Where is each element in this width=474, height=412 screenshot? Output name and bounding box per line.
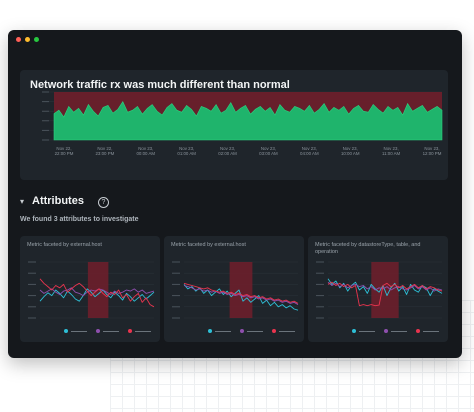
legend-dot-icon: [384, 329, 388, 333]
traffic-area-series: [53, 100, 443, 141]
x-tick-label: Nov 23, 02:00 AM: [218, 146, 237, 156]
app-window: Nov 22, 22:00 PM Nov 22, 23:00 PM Nov 23, 00:…: [8, 30, 462, 358]
series-line: [183, 282, 299, 304]
legend-label-placeholder: [359, 330, 375, 332]
legend-item[interactable]: [384, 328, 414, 336]
legend-label-placeholder: [247, 330, 263, 332]
minimize-dot-icon[interactable]: [25, 37, 30, 42]
legend-label-placeholder: [391, 330, 407, 332]
legend-label-placeholder: [279, 330, 295, 332]
series-line: [39, 288, 155, 302]
panel-title: Network traffic rx was much different th…: [30, 79, 290, 91]
legend-dot-icon: [128, 329, 132, 333]
attributes-subtitle: We found 3 attributes to investigate: [20, 216, 139, 223]
help-icon[interactable]: ?: [98, 197, 109, 208]
title-bar: [8, 30, 462, 48]
zoom-dot-icon[interactable]: [34, 37, 39, 42]
legend-item[interactable]: [208, 328, 238, 336]
legend-item[interactable]: [352, 328, 382, 336]
chevron-down-icon[interactable]: ▾: [20, 197, 25, 206]
legend-item[interactable]: [96, 328, 126, 336]
x-tick-label: Nov 23, 00:00 AM: [136, 146, 155, 156]
legend-item[interactable]: [128, 328, 158, 336]
legend-dot-icon: [208, 329, 212, 333]
legend-item[interactable]: [64, 328, 94, 336]
x-tick-label: Nov 22, 22:00 PM: [55, 146, 74, 156]
close-dot-icon[interactable]: [16, 37, 21, 42]
chart-legend: [164, 328, 304, 336]
legend-item[interactable]: [272, 328, 302, 336]
legend-dot-icon: [240, 329, 244, 333]
legend-label-placeholder: [215, 330, 231, 332]
legend-item[interactable]: [416, 328, 446, 336]
x-tick-label: Nov 23, 11:00 AM: [382, 146, 401, 156]
series-line: [327, 281, 443, 292]
legend-label-placeholder: [103, 330, 119, 332]
x-tick-label: Nov 23, 04:00 AM: [300, 146, 319, 156]
x-tick-label: Nov 23, 01:00 AM: [177, 146, 196, 156]
x-tick-label: Nov 23, 12:00 PM: [423, 146, 442, 156]
legend-dot-icon: [352, 329, 356, 333]
attribute-panel-1[interactable]: Metric faceted by external.host: [20, 236, 160, 342]
network-traffic-panel[interactable]: Nov 22, 22:00 PM Nov 22, 23:00 PM Nov 23, 00:…: [20, 70, 448, 180]
series-line: [39, 278, 155, 308]
legend-item[interactable]: [240, 328, 270, 336]
attribute-panel-2[interactable]: Metric faceted by external.host: [164, 236, 304, 342]
legend-label-placeholder: [71, 330, 87, 332]
legend-label-placeholder: [135, 330, 151, 332]
series-line: [327, 281, 443, 307]
series-line: [183, 285, 299, 305]
x-tick-label: Nov 23, 03:00 AM: [259, 146, 278, 156]
chart-legend: [20, 328, 160, 336]
legend-label-placeholder: [423, 330, 439, 332]
legend-dot-icon: [96, 329, 100, 333]
network-traffic-chart: Nov 22, 22:00 PM Nov 22, 23:00 PM Nov 23, 00:…: [42, 91, 443, 156]
panel-title: Metric faceted by external.host: [27, 242, 102, 248]
chart-legend: [308, 328, 448, 336]
attribute-chart-2: [172, 261, 299, 319]
legend-dot-icon: [64, 329, 68, 333]
legend-dot-icon: [272, 329, 276, 333]
anomaly-band: [229, 262, 253, 318]
attribute-panel-3[interactable]: Metric faceted by datastoreType, table, …: [308, 236, 448, 342]
section-title: Attributes: [32, 195, 84, 207]
attribute-chart-3: [316, 261, 443, 319]
legend-dot-icon: [416, 329, 420, 333]
attribute-chart-1: [28, 261, 155, 319]
x-tick-label: Nov 23, 10:00 AM: [341, 146, 360, 156]
panel-title: Metric faceted by external.host: [171, 242, 246, 248]
panel-title: Metric faceted by datastoreType, table, …: [315, 242, 421, 255]
x-tick-label: Nov 22, 23:00 PM: [95, 146, 114, 156]
